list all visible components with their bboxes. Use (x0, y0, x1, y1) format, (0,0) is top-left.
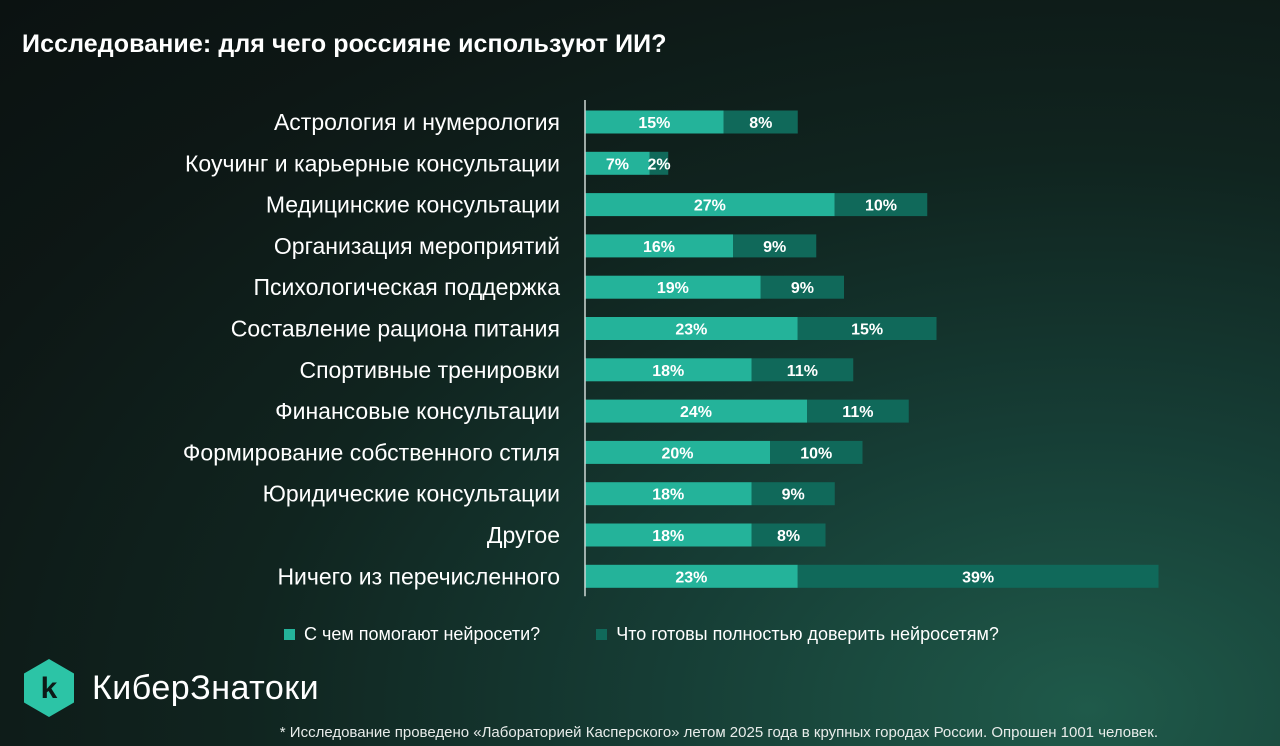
legend-label-trust: Что готовы полностью доверить нейросетям… (616, 624, 999, 644)
bar-helps-6 (585, 358, 752, 382)
value-label-trust-8: 10% (800, 445, 832, 462)
bar-trust-8 (770, 440, 863, 464)
footnote: * Исследование проведено «Лабораторией К… (279, 724, 1158, 741)
bar-trust-9 (751, 482, 835, 506)
legend-item-helps: С чем помогают нейросети? (284, 624, 540, 645)
value-label-helps-5: 23% (675, 322, 707, 339)
value-label-helps-3: 16% (643, 239, 675, 256)
value-label-helps-10: 18% (652, 528, 684, 545)
bar-trust-3 (733, 234, 817, 258)
legend-label-helps: С чем помогают нейросети? (304, 624, 541, 644)
bar-trust-5 (797, 317, 937, 340)
brand-name: КиберЗнатоки (92, 668, 320, 707)
bar-helps-1 (585, 151, 650, 175)
value-label-helps-9: 18% (652, 487, 684, 504)
bar-helps-4 (585, 275, 761, 299)
bar-trust-11 (797, 564, 1159, 588)
value-label-trust-1: 2% (647, 156, 670, 173)
value-label-helps-2: 27% (694, 198, 726, 215)
category-label-4: Психологическая поддержка (253, 274, 560, 300)
category-label-5: Составление рациона питания (231, 316, 560, 342)
bar-trust-1 (649, 151, 669, 175)
value-label-helps-8: 20% (661, 445, 693, 462)
value-label-helps-11: 23% (675, 569, 707, 586)
value-label-trust-5: 15% (851, 322, 883, 339)
value-label-trust-0: 8% (749, 115, 772, 132)
bar-helps-3 (585, 234, 733, 258)
value-label-trust-7: 11% (842, 404, 873, 421)
page-title: Исследование: для чего россияне использу… (22, 30, 667, 58)
logo-letter: k (41, 672, 58, 705)
bar-helps-8 (585, 440, 770, 464)
bar-helps-0 (585, 110, 724, 134)
bar-trust-7 (807, 399, 909, 423)
value-label-helps-4: 19% (657, 280, 689, 297)
value-label-trust-2: 10% (865, 198, 897, 215)
category-label-11: Ничего из перечисленного (277, 563, 560, 589)
category-label-8: Формирование собственного стиля (183, 439, 560, 465)
category-label-1: Коучинг и карьерные консультации (185, 150, 560, 176)
bar-trust-0 (723, 110, 798, 134)
bar-helps-7 (585, 399, 807, 423)
brand-logo: k КиберЗнатоки (22, 658, 319, 718)
legend-swatch-primary (284, 629, 295, 640)
bar-trust-6 (751, 358, 854, 382)
stacked-bar-chart: Астрология и нумерология 15% 8% Коучинг и к… (183, 100, 1159, 597)
chart-legend: С чем помогают нейросети? Что готовы пол… (284, 624, 999, 645)
category-label-6: Спортивные тренировки (299, 357, 560, 383)
legend-item-trust: Что готовы полностью доверить нейросетям… (596, 624, 999, 645)
bar-helps-5 (585, 317, 798, 340)
value-label-helps-7: 24% (680, 404, 712, 421)
category-label-9: Юридические консультации (263, 481, 560, 507)
legend-swatch-secondary (596, 629, 608, 640)
category-label-7: Финансовые консультации (275, 398, 560, 424)
category-label-0: Астрология и нумерология (274, 109, 560, 135)
value-label-helps-6: 18% (652, 363, 684, 380)
bar-helps-2 (585, 193, 835, 217)
bar-trust-4 (760, 275, 844, 299)
value-label-helps-1: 7% (606, 156, 629, 173)
bar-trust-2 (834, 193, 928, 217)
bar-helps-10 (585, 523, 752, 547)
value-label-trust-6: 11% (787, 363, 818, 380)
value-label-trust-3: 9% (763, 239, 786, 256)
value-label-trust-11: 39% (962, 569, 994, 586)
category-label-2: Медицинские консультации (266, 192, 560, 218)
value-label-trust-9: 9% (782, 487, 805, 504)
bar-helps-11 (585, 564, 798, 588)
category-label-3: Организация мероприятий (274, 233, 560, 259)
bar-helps-9 (585, 482, 752, 506)
value-label-trust-4: 9% (791, 280, 814, 297)
bar-trust-10 (751, 523, 826, 547)
category-label-10: Другое (487, 522, 560, 548)
value-label-trust-10: 8% (777, 528, 800, 545)
value-label-helps-0: 15% (638, 115, 670, 132)
k-hexagon-logo-icon: k (24, 659, 74, 717)
